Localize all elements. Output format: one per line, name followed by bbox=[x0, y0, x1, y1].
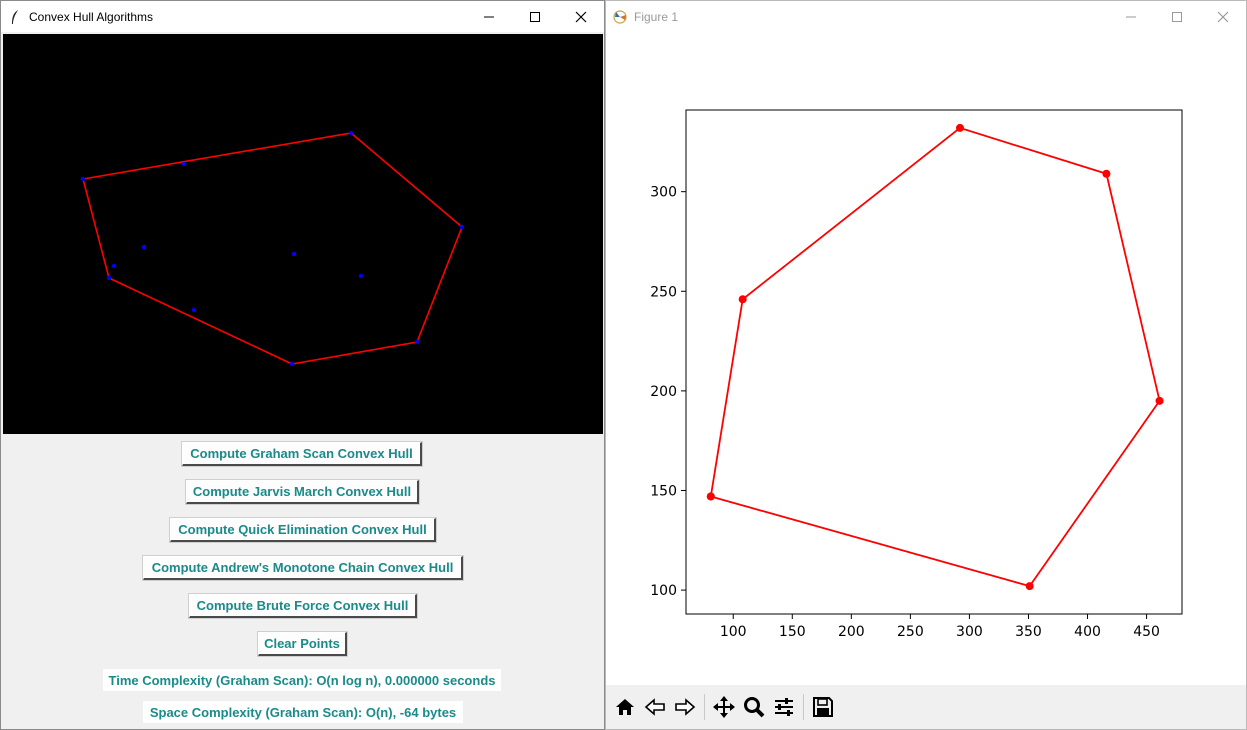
matplotlib-icon bbox=[606, 9, 634, 25]
clear-points-button[interactable]: Clear Points bbox=[257, 631, 348, 657]
save-button[interactable] bbox=[808, 692, 838, 722]
figure-close-button[interactable] bbox=[1200, 1, 1246, 32]
space-complexity-label: Space Complexity (Graham Scan): O(n), -6… bbox=[143, 701, 463, 723]
left-titlebar[interactable]: Convex Hull Algorithms bbox=[1, 1, 604, 32]
graham-scan-button[interactable]: Compute Graham Scan Convex Hull bbox=[181, 441, 423, 467]
configure-icon bbox=[775, 698, 793, 716]
point bbox=[106, 275, 112, 281]
x-tick-label: 300 bbox=[956, 624, 983, 640]
feather-icon bbox=[1, 9, 29, 25]
minimize-icon bbox=[1126, 16, 1136, 17]
time-complexity-label: Time Complexity (Graham Scan): O(n log n… bbox=[103, 669, 501, 691]
right-titlebar[interactable]: Figure 1 bbox=[606, 1, 1246, 32]
forward-button[interactable] bbox=[670, 692, 700, 722]
x-tick-label: 350 bbox=[1015, 624, 1042, 640]
window-title: Convex Hull Algorithms bbox=[29, 9, 154, 24]
pan-icon bbox=[713, 696, 735, 718]
y-tick-label: 200 bbox=[650, 384, 677, 400]
y-tick-label: 100 bbox=[650, 583, 677, 599]
save-icon bbox=[813, 697, 833, 717]
plot-area[interactable]: 100 150 200 250 300 350 400 450 100 150 200 250 300 bbox=[606, 32, 1246, 686]
figure-title: Figure 1 bbox=[634, 9, 679, 24]
forward-icon bbox=[675, 698, 696, 716]
x-tick-label: 250 bbox=[897, 624, 924, 640]
close-icon bbox=[575, 11, 587, 22]
minimize-icon bbox=[484, 16, 494, 17]
y-tick-label: 300 bbox=[650, 185, 677, 201]
maximize-icon bbox=[1172, 11, 1182, 22]
point bbox=[358, 273, 364, 279]
minimize-button[interactable] bbox=[466, 1, 512, 32]
hull-vertex-marker bbox=[1155, 396, 1164, 405]
hull-vertex-marker bbox=[1025, 582, 1034, 591]
point bbox=[291, 251, 297, 257]
point bbox=[289, 361, 295, 367]
figure-maximize-button[interactable] bbox=[1154, 1, 1200, 32]
figure-toolbar bbox=[606, 685, 1246, 729]
back-icon bbox=[644, 698, 665, 716]
point bbox=[111, 263, 117, 269]
point bbox=[80, 176, 86, 182]
hull-chart: 100 150 200 250 300 350 400 450 100 150 200 250 300 bbox=[650, 109, 1183, 640]
figure-minimize-button[interactable] bbox=[1108, 1, 1154, 32]
y-tick-label: 250 bbox=[650, 284, 677, 300]
point bbox=[181, 161, 187, 167]
hull-vertex-marker bbox=[955, 123, 964, 132]
axes-frame bbox=[685, 109, 1183, 615]
back-button[interactable] bbox=[640, 692, 670, 722]
hull-drawing bbox=[80, 130, 465, 367]
x-tick-label: 150 bbox=[779, 624, 806, 640]
close-icon bbox=[1217, 11, 1229, 22]
zoom-button[interactable] bbox=[739, 692, 769, 722]
maximize-icon bbox=[530, 11, 540, 22]
home-icon bbox=[616, 699, 634, 715]
configure-button[interactable] bbox=[769, 692, 799, 722]
brute-force-button[interactable]: Compute Brute Force Convex Hull bbox=[188, 593, 418, 619]
x-tick-label: 450 bbox=[1133, 624, 1160, 640]
pan-button[interactable] bbox=[709, 692, 739, 722]
hull-vertex-marker bbox=[706, 492, 715, 501]
x-tick-label: 400 bbox=[1074, 624, 1101, 640]
figure-window: Figure 1 100 150 200 250 300 350 400 450 100 150 2… bbox=[605, 0, 1247, 730]
hull-vertex-marker bbox=[738, 295, 747, 304]
quick-elimination-button[interactable]: Compute Quick Elimination Convex Hull bbox=[169, 517, 437, 543]
x-tick-label: 100 bbox=[720, 624, 747, 640]
close-button[interactable] bbox=[558, 1, 604, 32]
zoom-icon bbox=[744, 697, 765, 718]
point bbox=[141, 244, 147, 250]
convex-hull-window: Convex Hull Algorithms bbox=[0, 0, 605, 730]
monotone-chain-button[interactable]: Compute Andrew's Monotone Chain Convex H… bbox=[142, 555, 464, 581]
point bbox=[191, 307, 197, 313]
x-tick-label: 200 bbox=[838, 624, 865, 640]
drawing-canvas[interactable] bbox=[3, 34, 603, 434]
point bbox=[414, 339, 420, 345]
y-tick-label: 150 bbox=[650, 483, 677, 499]
point bbox=[348, 130, 354, 136]
jarvis-march-button[interactable]: Compute Jarvis March Convex Hull bbox=[185, 479, 420, 505]
maximize-button[interactable] bbox=[512, 1, 558, 32]
point bbox=[459, 224, 465, 230]
hull-vertex-marker bbox=[1102, 169, 1111, 178]
hull-outline bbox=[82, 132, 463, 365]
home-button[interactable] bbox=[610, 692, 640, 722]
